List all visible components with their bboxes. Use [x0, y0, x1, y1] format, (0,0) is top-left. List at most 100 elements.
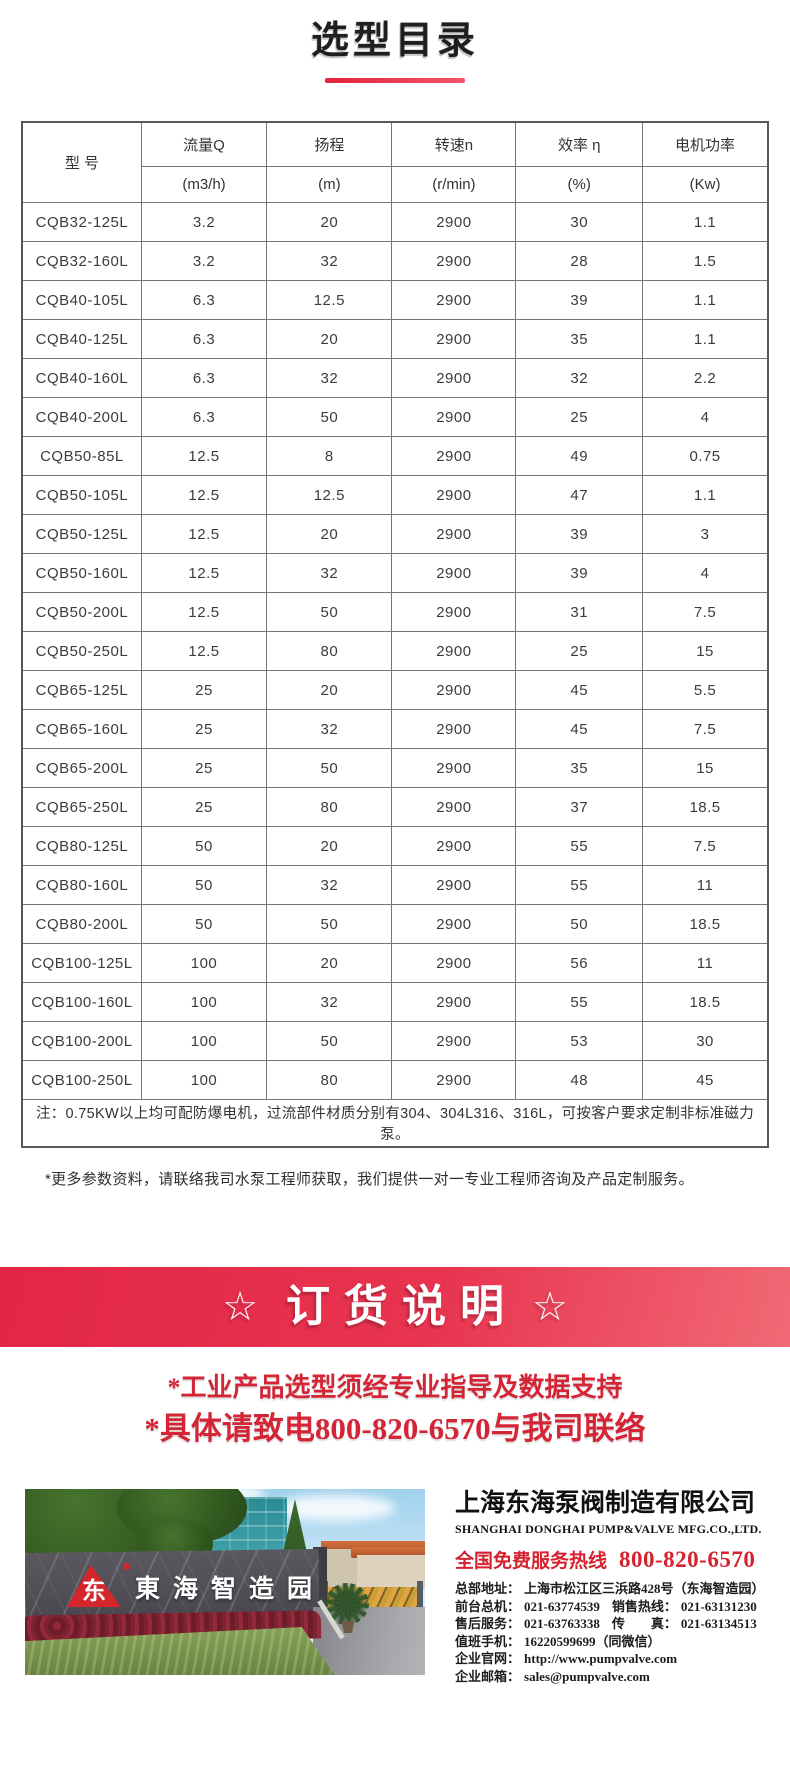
cell-flow: 12.5 — [140, 514, 268, 554]
cell-model: CQB80-200L — [21, 904, 142, 944]
cell-flow: 6.3 — [140, 319, 268, 359]
company-section: 东 東海智造园 上海东海泵阀制造有限公司 SHANGHAI DONGHAI PU… — [0, 1489, 790, 1699]
cell-flow: 50 — [140, 826, 268, 866]
contact-pair: 企业官网： http://www.pumpvalve.com — [455, 1651, 677, 1666]
photo-sign-text: 東海智造园 — [135, 1575, 326, 1603]
order-banner: ☆ 订货说明 ☆ — [0, 1267, 790, 1347]
table-row: CQB100-125L 100 20 2900 56 11 — [21, 943, 769, 983]
cell-head: 32 — [266, 358, 393, 398]
contact-line: 企业官网： http://www.pumpvalve.com — [455, 1650, 775, 1668]
contact-label: 总部地址： — [455, 1581, 521, 1596]
cell-flow: 50 — [140, 904, 268, 944]
cell-model: CQB100-125L — [21, 943, 142, 983]
cell-flow: 12.5 — [140, 592, 268, 632]
cell-flow: 100 — [140, 1021, 268, 1061]
cell-head: 80 — [266, 1060, 393, 1100]
table-row: CQB40-105L 6.3 12.5 2900 39 1.1 — [21, 280, 769, 320]
cell-head: 80 — [266, 631, 393, 671]
cell-speed: 2900 — [391, 748, 517, 788]
cell-speed: 2900 — [391, 397, 517, 437]
hotline-label: 全国免费服务热线 — [455, 1551, 608, 1572]
cell-power: 5.5 — [642, 670, 769, 710]
cell-eff: 35 — [515, 319, 644, 359]
company-info: 上海东海泵阀制造有限公司 SHANGHAI DONGHAI PUMP&VALVE… — [455, 1489, 775, 1686]
cell-flow: 100 — [140, 1060, 268, 1100]
contact-pair: 销售热线： 021-63131230 — [612, 1599, 757, 1614]
cell-flow: 50 — [140, 865, 268, 905]
cell-speed: 2900 — [391, 631, 517, 671]
company-photo: 东 東海智造园 — [25, 1489, 425, 1675]
star-icon: ☆ — [222, 1285, 258, 1329]
cell-eff: 39 — [515, 280, 644, 320]
contact-line: 前台总机： 021-63774539 销售热线： 021-63131230 — [455, 1598, 775, 1616]
cell-flow: 6.3 — [140, 397, 268, 437]
cell-head: 50 — [266, 592, 393, 632]
cell-eff: 47 — [515, 475, 644, 515]
photo-gate-post — [417, 1581, 423, 1617]
header-model: 型 号 — [21, 121, 142, 203]
photo-far-roof — [321, 1541, 425, 1551]
cell-power: 7.5 — [642, 709, 769, 749]
cell-flow: 100 — [140, 943, 268, 983]
contact-line: 企业邮箱： sales@pumpvalve.com — [455, 1668, 775, 1686]
cell-eff: 49 — [515, 436, 644, 476]
table-row: CQB80-200L 50 50 2900 50 18.5 — [21, 904, 769, 944]
cell-model: CQB50-105L — [21, 475, 142, 515]
contact-pair: 企业邮箱： sales@pumpvalve.com — [455, 1669, 650, 1684]
cell-head: 32 — [266, 865, 393, 905]
cell-power: 18.5 — [642, 787, 769, 827]
table-row: CQB50-125L 12.5 20 2900 39 3 — [21, 514, 769, 554]
cell-model: CQB100-200L — [21, 1021, 142, 1061]
table-row: CQB50-85L 12.5 8 2900 49 0.75 — [21, 436, 769, 476]
cell-head: 50 — [266, 748, 393, 788]
cell-power: 11 — [642, 865, 769, 905]
cell-head: 12.5 — [266, 280, 393, 320]
service-hotline: 全国免费服务热线 800-820-6570 — [455, 1546, 775, 1573]
cell-flow: 12.5 — [140, 631, 268, 671]
cell-power: 1.5 — [642, 241, 769, 281]
cell-head: 80 — [266, 787, 393, 827]
header-power: 电机功率 — [642, 121, 769, 167]
company-name-en: SHANGHAI DONGHAI PUMP&VALVE MFG.CO.,LTD. — [455, 1522, 762, 1536]
cell-speed: 2900 — [391, 904, 517, 944]
cell-head: 12.5 — [266, 475, 393, 515]
cell-model: CQB50-125L — [21, 514, 142, 554]
cell-power: 0.75 — [642, 436, 769, 476]
contact-value: 021-63763338 — [524, 1616, 600, 1632]
contact-value: sales@pumpvalve.com — [524, 1668, 650, 1684]
table-row: CQB40-160L 6.3 32 2900 32 2.2 — [21, 358, 769, 398]
cell-head: 50 — [266, 904, 393, 944]
cell-speed: 2900 — [391, 358, 517, 398]
table-row: CQB50-200L 12.5 50 2900 31 7.5 — [21, 592, 769, 632]
header-head: 扬程 — [266, 121, 393, 167]
unit-flow: (m3/h) — [140, 166, 268, 203]
star-icon: ☆ — [532, 1285, 568, 1329]
cell-power: 7.5 — [642, 826, 769, 866]
cell-speed: 2900 — [391, 280, 517, 320]
cell-eff: 31 — [515, 592, 644, 632]
cell-eff: 35 — [515, 748, 644, 788]
cell-power: 15 — [642, 748, 769, 788]
table-row: CQB50-160L 12.5 32 2900 39 4 — [21, 553, 769, 593]
table-note: 注：0.75KW以上均可配防爆电机，过流部件材质分别有304、304L316、3… — [21, 1099, 769, 1148]
photo-gatehouse-roof — [351, 1547, 425, 1558]
table-row: CQB80-160L 50 32 2900 55 11 — [21, 865, 769, 905]
contact-pair: 售后服务： 021-63763338 — [455, 1616, 600, 1631]
table-row: CQB32-160L 3.2 32 2900 28 1.5 — [21, 241, 769, 281]
table-row: CQB100-200L 100 50 2900 53 30 — [21, 1021, 769, 1061]
selection-table-header: 型 号 流量Q 扬程 转速n 效率 η 电机功率 (m3/h) (m) (r/m… — [21, 121, 769, 203]
cell-power: 18.5 — [642, 904, 769, 944]
company-name-cn: 上海东海泵阀制造有限公司 — [455, 1489, 756, 1517]
contact-value: http://www.pumpvalve.com — [524, 1651, 678, 1667]
cell-head: 32 — [266, 709, 393, 749]
promo-line-guidance: *工业产品选型须经专业指导及数据支持 — [167, 1373, 623, 1402]
cell-power: 7.5 — [642, 592, 769, 632]
cell-eff: 28 — [515, 241, 644, 281]
cell-model: CQB32-125L — [21, 202, 142, 242]
cell-head: 20 — [266, 319, 393, 359]
cell-speed: 2900 — [391, 982, 517, 1022]
cell-model: CQB80-125L — [21, 826, 142, 866]
photo-plant-pot — [341, 1621, 355, 1633]
cell-speed: 2900 — [391, 592, 517, 632]
